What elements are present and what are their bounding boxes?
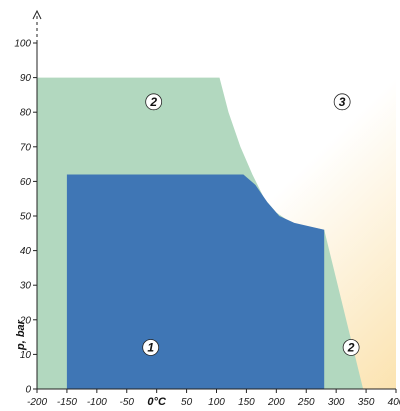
chart-regions: [37, 43, 396, 389]
x-tick-label: 400: [388, 397, 400, 408]
chart-ticks: 0 10 20 30 40 50 60 70 80 90 100 -200 -150 -100 -50 0°C…: [14, 39, 400, 409]
x-tick-label: 250: [297, 397, 315, 408]
y-tick-label: 80: [20, 108, 32, 119]
zone-marker-circle: [333, 93, 351, 111]
y-axis-arrow-icon: [32, 9, 42, 20]
chart-zone-labels: 1 2 3 2: [142, 93, 360, 356]
zone-number: 2: [149, 95, 157, 109]
y-tick-label: 90: [20, 73, 32, 84]
y-tick-label: 60: [20, 177, 32, 188]
zone-label-2: 2: [342, 339, 360, 356]
region-3-area: [66, 174, 325, 389]
zone-number: 2: [347, 340, 355, 354]
zone-marker-circle: [342, 339, 360, 356]
zone-marker-circle: [145, 93, 163, 111]
x-axis-label: 0°C: [147, 396, 167, 408]
x-tick-label: 300: [328, 397, 345, 408]
x-tick-label: -50: [120, 397, 135, 408]
x-tick-label: 100: [208, 397, 225, 408]
x-tick-label: 200: [267, 397, 285, 408]
x-tick-label: 350: [358, 397, 375, 408]
zone-label-2: 2: [145, 93, 163, 111]
y-tick-label: 50: [20, 212, 32, 223]
zone-number: 1: [147, 340, 154, 354]
y-tick-label: 0: [25, 385, 31, 396]
y-tick-label: 70: [20, 142, 32, 153]
y-axis-label: p, bar: [15, 319, 27, 351]
x-tick-label: 50: [181, 397, 193, 408]
zone-label-1: 1: [142, 339, 160, 356]
zone-marker-circle: [142, 339, 160, 356]
y-tick-label: 10: [20, 350, 32, 361]
zone-label-3: 3: [333, 93, 351, 111]
y-tick-label: 20: [19, 315, 32, 326]
y-tick-label: 40: [20, 246, 32, 257]
x-tick-label: -150: [57, 397, 77, 408]
y-tick-label: 100: [14, 39, 31, 50]
zone-number: 3: [339, 95, 346, 109]
x-tick-label: 150: [238, 397, 255, 408]
x-tick-label: -100: [87, 397, 107, 408]
y-tick-label: 30: [20, 281, 32, 292]
x-tick-label: -200: [27, 397, 47, 408]
